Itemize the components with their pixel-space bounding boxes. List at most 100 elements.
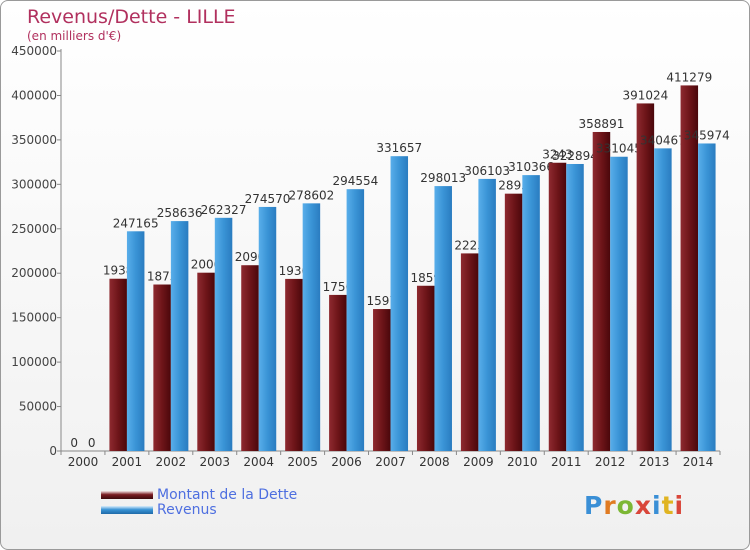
bar-dette xyxy=(329,294,347,451)
x-tick-label: 2005 xyxy=(287,455,318,469)
bar-revenus xyxy=(698,143,716,451)
data-label-dette: 1938 xyxy=(103,264,134,278)
logo-letter: i xyxy=(652,491,662,520)
logo-letter: r xyxy=(603,491,617,520)
legend-item-revenus: Revenus xyxy=(101,501,297,518)
x-tick-label: 2014 xyxy=(683,455,714,469)
x-tick-label: 2009 xyxy=(463,455,494,469)
proxiti-logo: Proxiti xyxy=(584,491,684,520)
data-label-dette: 0 xyxy=(70,436,78,450)
bar-dette xyxy=(109,278,127,451)
data-label-revenus: 258636 xyxy=(157,206,203,220)
bar-dette xyxy=(592,131,611,451)
x-tick-label: 2003 xyxy=(199,455,230,469)
x-tick-label: 2000 xyxy=(68,455,99,469)
data-label-revenus: 294554 xyxy=(332,174,378,188)
x-tick-label: 2002 xyxy=(156,455,187,469)
data-label-dette: 1859 xyxy=(410,271,441,285)
bar-dette xyxy=(197,272,215,451)
data-label-dette: 2006 xyxy=(191,258,222,272)
data-label-revenus: 310366 xyxy=(508,160,554,174)
data-label-dette: 1756 xyxy=(323,280,354,294)
chart-title: Revenus/Dette - LILLE xyxy=(27,6,236,28)
bar-revenus xyxy=(302,203,321,451)
bar-dette xyxy=(548,162,567,451)
data-label-revenus: 278602 xyxy=(289,188,335,202)
x-tick-label: 2001 xyxy=(112,455,143,469)
bar-revenus xyxy=(434,186,452,451)
bar-revenus xyxy=(390,156,409,451)
data-label-revenus: 306103 xyxy=(464,164,510,178)
bar-revenus xyxy=(478,178,496,451)
legend-swatch-revenus xyxy=(101,505,153,514)
x-tick-label: 2013 xyxy=(639,455,670,469)
logo-letter: i xyxy=(674,491,685,520)
data-label-revenus: 345974 xyxy=(684,128,730,142)
data-label-dette: 391024 xyxy=(622,88,668,102)
bar-dette xyxy=(153,284,171,451)
y-tick-label: 150000 xyxy=(11,311,57,325)
bar-revenus xyxy=(654,148,672,451)
y-tick-label: 400000 xyxy=(11,88,57,102)
data-label-dette: 2090 xyxy=(235,250,266,264)
bar-dette xyxy=(636,103,655,452)
data-label-revenus: 0 xyxy=(88,436,96,450)
y-tick-label: 350000 xyxy=(11,133,57,147)
legend: Montant de la Dette Revenus xyxy=(101,486,298,518)
logo-letter: t xyxy=(661,491,675,520)
x-tick-label: 2008 xyxy=(419,455,450,469)
logo-letter: P xyxy=(584,491,604,520)
bar-dette xyxy=(241,265,259,451)
x-tick-label: 2012 xyxy=(595,455,626,469)
data-label-dette: 3243 xyxy=(542,148,573,162)
bar-revenus xyxy=(522,175,540,451)
x-tick-label: 2011 xyxy=(551,455,582,469)
data-label-revenus: 262327 xyxy=(201,203,247,217)
bar-revenus xyxy=(566,163,584,452)
data-label-dette: 411279 xyxy=(666,70,712,84)
legend-swatch-dette xyxy=(101,490,153,499)
legend-label-revenus: Revenus xyxy=(157,501,217,518)
data-label-dette: 2895 xyxy=(498,179,529,193)
bar-revenus xyxy=(126,231,145,451)
bar-dette xyxy=(504,193,523,451)
data-label-dette: 358891 xyxy=(579,117,625,131)
x-tick-label: 2010 xyxy=(507,455,538,469)
data-label-revenus: 322894 xyxy=(552,149,598,163)
bar-revenus xyxy=(346,189,365,451)
data-label-dette: 2223 xyxy=(454,238,485,252)
legend-item-dette: Montant de la Dette xyxy=(101,486,298,503)
chart-subtitle: (en milliers d'€) xyxy=(27,29,122,43)
data-label-dette: 1597 xyxy=(367,294,398,308)
bar-dette xyxy=(416,285,435,451)
data-label-revenus: 331045 xyxy=(596,142,642,156)
bar-revenus xyxy=(258,206,277,451)
data-label-revenus: 298013 xyxy=(420,171,466,185)
data-label-revenus: 331657 xyxy=(376,141,422,155)
logo-letter: o xyxy=(616,491,635,520)
logo-letter: x xyxy=(634,491,652,520)
legend-label-dette: Montant de la Dette xyxy=(157,486,298,503)
data-label-dette: 1873 xyxy=(147,270,178,284)
y-tick-label: 50000 xyxy=(19,400,57,414)
data-label-revenus: 340467 xyxy=(640,133,686,147)
y-tick-label: 250000 xyxy=(11,222,57,236)
y-tick-label: 450000 xyxy=(11,44,57,58)
bar-dette xyxy=(373,309,391,451)
bar-dette xyxy=(460,253,479,451)
bar-dette xyxy=(680,85,699,451)
data-label-revenus: 274570 xyxy=(245,192,291,206)
x-tick-label: 2006 xyxy=(331,455,362,469)
y-tick-label: 0 xyxy=(49,444,57,458)
bar-revenus xyxy=(214,217,233,451)
x-tick-label: 2007 xyxy=(375,455,406,469)
data-label-dette: 1936 xyxy=(279,264,310,278)
y-tick-label: 100000 xyxy=(11,355,57,369)
bar-dette xyxy=(285,278,303,451)
y-tick-label: 300000 xyxy=(11,177,57,191)
y-tick-label: 200000 xyxy=(11,266,57,280)
bar-revenus xyxy=(170,221,189,451)
data-label-revenus: 247165 xyxy=(113,216,159,230)
